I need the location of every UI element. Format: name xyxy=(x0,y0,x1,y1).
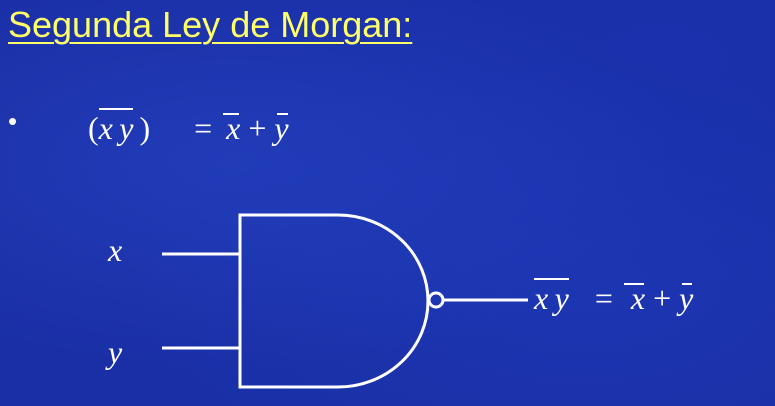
output-var-x: x xyxy=(534,280,549,316)
output-expression: x y = x + y xyxy=(534,278,693,317)
input-y-label: y xyxy=(108,334,122,371)
overlined-product: x y xyxy=(98,108,134,146)
equation-var-x: x xyxy=(98,110,113,146)
inversion-bubble xyxy=(427,291,445,309)
equals-sign: = xyxy=(194,110,213,146)
output-overlined-product: x y xyxy=(534,278,569,314)
input-x-text: x xyxy=(108,232,123,268)
x-bar: x xyxy=(220,110,240,147)
output-x-bar: x xyxy=(621,280,645,317)
y-bar: y xyxy=(274,110,289,146)
output-equals-sign: = xyxy=(594,280,613,316)
close-paren: ) xyxy=(139,110,151,146)
equation-var-y: y xyxy=(119,110,134,146)
output-plus-sign: + xyxy=(653,280,672,316)
plus-sign: + xyxy=(248,110,267,146)
nand-gate-body xyxy=(238,213,430,389)
de-morgan-equation: (x y) = x + y xyxy=(88,108,289,147)
slide-title: Segunda Ley de Morgan: xyxy=(8,4,413,45)
bullet-marker: • xyxy=(8,106,18,136)
open-paren: ( xyxy=(88,110,99,146)
input-y-text: y xyxy=(108,334,123,370)
input-x-label: x xyxy=(108,232,122,269)
output-y-bar: y xyxy=(679,280,694,316)
output-var-y: y xyxy=(554,280,569,316)
